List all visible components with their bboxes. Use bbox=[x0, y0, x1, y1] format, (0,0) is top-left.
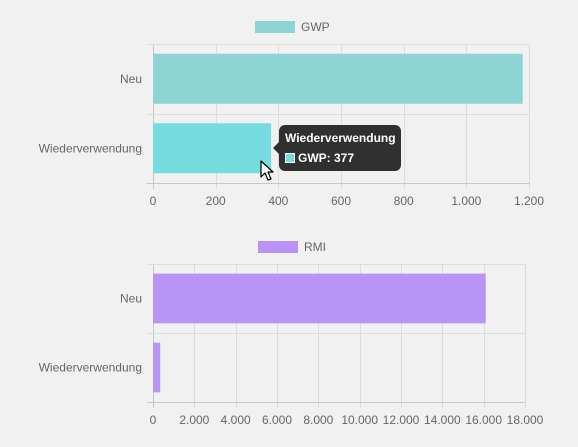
x-tick-label: 800 bbox=[394, 194, 414, 208]
bar-gwp-neu[interactable] bbox=[153, 53, 523, 104]
x-tick-label: 600 bbox=[331, 194, 351, 208]
x-tick-label: 10.000 bbox=[341, 413, 378, 427]
bar-rmi-neu[interactable] bbox=[153, 273, 486, 324]
bars bbox=[153, 273, 486, 393]
bar-rmi-wiederverwendung[interactable] bbox=[153, 342, 161, 393]
y-tick-label: Neu bbox=[120, 292, 142, 306]
tooltip-title: Wiederverwendung bbox=[285, 131, 396, 145]
x-tick-label: 12.000 bbox=[383, 413, 420, 427]
tooltip-swatch bbox=[285, 153, 295, 163]
x-tick-label: 6.000 bbox=[262, 413, 292, 427]
x-tick-label: 8.000 bbox=[303, 413, 333, 427]
x-tick-label: 1.200 bbox=[514, 194, 544, 208]
x-tick-label: 1.000 bbox=[451, 194, 481, 208]
legend-label-gwp[interactable]: GWP bbox=[301, 20, 330, 34]
x-tick-label: 4.000 bbox=[221, 413, 251, 427]
legend-swatch-gwp[interactable] bbox=[255, 21, 295, 33]
x-tick-label: 14.000 bbox=[424, 413, 461, 427]
x-tick-label: 200 bbox=[206, 194, 226, 208]
y-tick-label: Wiederverwendung bbox=[39, 361, 142, 375]
y-tick-label: Neu bbox=[120, 72, 142, 86]
y-tick-label: Wiederverwendung bbox=[39, 141, 142, 155]
x-tick-label: 16.000 bbox=[465, 413, 502, 427]
x-tick-labels: 0 200 400 600 800 1.000 1.200 bbox=[150, 194, 545, 208]
y-tick-labels: Neu Wiederverwendung bbox=[39, 72, 142, 156]
legend-label-rmi[interactable]: RMI bbox=[304, 240, 326, 254]
x-tick-label: 2.000 bbox=[179, 413, 209, 427]
legend-swatch-rmi[interactable] bbox=[258, 241, 298, 253]
chart-rmi: RMI Neu Wiederverwendung 0 2.000 4.000 6.000… bbox=[39, 240, 544, 427]
x-tick-label: 18.000 bbox=[507, 413, 544, 427]
x-tick-label: 400 bbox=[268, 194, 288, 208]
tooltip-row: GWP: 377 bbox=[285, 151, 395, 165]
bar-gwp-wiederverwendung[interactable] bbox=[153, 123, 272, 174]
bars bbox=[153, 53, 523, 174]
tooltip-label: GWP: 377 bbox=[298, 151, 355, 165]
mouse-cursor-icon bbox=[260, 160, 274, 181]
y-tick-labels: Neu Wiederverwendung bbox=[39, 292, 142, 375]
gridlines bbox=[147, 264, 526, 408]
x-tick-label: 0 bbox=[150, 194, 157, 208]
x-tick-label: 0 bbox=[150, 413, 157, 427]
chart-tooltip: Wiederverwendung GWP: 377 bbox=[273, 125, 401, 171]
chart-gwp: GWP Neu Wiederverwendung 0 200 400 600 800 1.0… bbox=[39, 20, 545, 208]
x-tick-labels: 0 2.000 4.000 6.000 8.000 10.000 12.000 14.000 1… bbox=[150, 413, 544, 427]
